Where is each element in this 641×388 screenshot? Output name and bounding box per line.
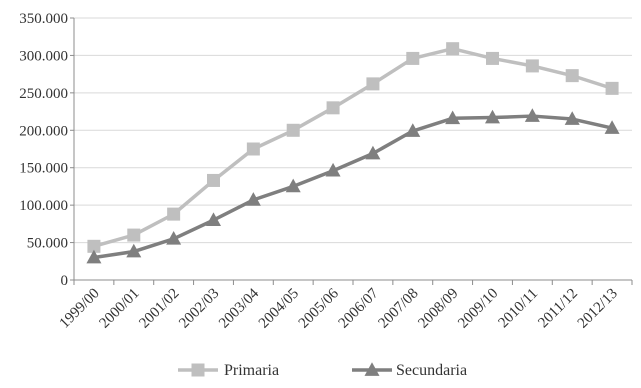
legend: Primaria Secundaria	[178, 362, 467, 379]
data-point-primaria	[207, 173, 220, 187]
x-tick-label: 2004/05	[256, 286, 302, 332]
y-tick-label: 150.000	[19, 161, 68, 177]
data-point-primaria	[486, 51, 499, 65]
y-tick-label: 350.000	[19, 11, 68, 27]
data-point-primaria	[127, 228, 141, 242]
data-point-secundaria	[405, 123, 421, 137]
x-axis-tick-labels: 1999/002000/012001/022002/032003/042004/…	[57, 285, 621, 331]
x-tick-label: 2006/07	[336, 285, 382, 331]
x-tick-label: 2000/01	[97, 286, 143, 332]
data-point-primaria	[366, 77, 380, 91]
legend-swatch-marker	[364, 362, 380, 376]
data-point-primaria	[446, 42, 460, 56]
series-line-primaria	[93, 46, 613, 248]
x-tick-label: 2010/11	[495, 286, 541, 332]
data-point-secundaria	[445, 110, 461, 125]
series-primaria	[87, 42, 619, 253]
legend-swatch-marker	[191, 363, 205, 377]
x-tick-label: 2003/04	[216, 285, 262, 331]
y-tick-label: 200.000	[19, 123, 68, 139]
legend-item-secundaria: Secundaria	[352, 362, 467, 379]
x-tick-label: 2007/08	[376, 286, 422, 332]
data-point-secundaria	[285, 178, 301, 193]
x-tick-label: 2012/13	[575, 286, 621, 332]
legend-item-primaria: Primaria	[178, 362, 279, 379]
y-tick-label: 300.000	[19, 48, 68, 64]
data-point-secundaria	[485, 109, 500, 124]
y-tick-label: 100.000	[19, 198, 68, 214]
data-point-secundaria	[365, 145, 381, 160]
x-tick-label: 2005/06	[296, 285, 342, 331]
data-point-secundaria	[564, 111, 580, 125]
data-point-secundaria	[604, 120, 620, 134]
data-point-secundaria	[245, 192, 261, 206]
data-point-secundaria	[325, 162, 341, 177]
data-point-secundaria	[166, 231, 182, 245]
data-point-secundaria	[206, 212, 221, 226]
y-tick-label: 0	[61, 273, 69, 289]
data-point-primaria	[605, 81, 619, 95]
data-point-secundaria	[524, 108, 540, 122]
legend-label: Secundaria	[396, 362, 467, 379]
data-point-primaria	[87, 239, 101, 253]
data-point-secundaria	[86, 249, 102, 264]
legend-label: Primaria	[224, 362, 279, 379]
data-point-primaria	[406, 51, 420, 65]
data-point-primaria	[167, 207, 181, 221]
x-tick-label: 2001/02	[136, 286, 182, 332]
x-tick-label: 2009/10	[455, 286, 501, 332]
data-point-primaria	[286, 123, 300, 137]
x-tick-label: 1999/00	[57, 286, 103, 332]
data-point-primaria	[326, 101, 340, 115]
x-tick-label: 2008/09	[415, 286, 461, 332]
y-tick-label: 50.000	[27, 236, 68, 252]
data-point-primaria	[565, 69, 579, 83]
series-line-secundaria	[93, 114, 613, 260]
y-tick-label: 250.000	[19, 86, 68, 102]
x-tick-label: 2011/12	[535, 286, 581, 332]
y-axis-tick-labels: 0 50.000 100.000 150.000 200.000 250.000 300.0…	[19, 11, 68, 289]
data-series	[86, 42, 620, 264]
x-tick-label: 2002/03	[176, 286, 222, 332]
data-point-primaria	[246, 142, 260, 156]
grid-lines	[74, 17, 632, 244]
series-secundaria	[86, 108, 620, 264]
data-point-primaria	[525, 59, 539, 73]
data-point-secundaria	[126, 243, 142, 258]
axes	[70, 17, 633, 285]
